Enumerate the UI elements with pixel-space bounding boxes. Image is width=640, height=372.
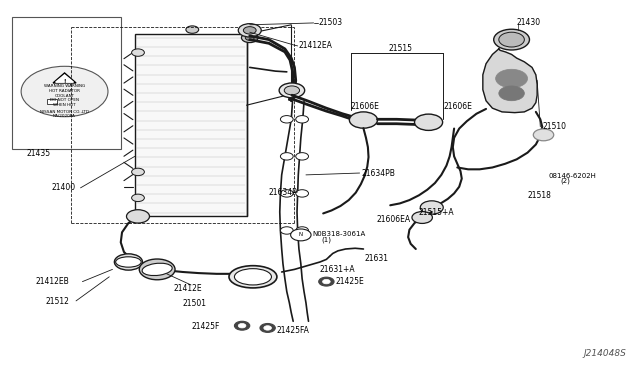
Circle shape [186,26,198,33]
Circle shape [238,324,246,328]
Text: 21518: 21518 [527,191,552,200]
Polygon shape [53,73,76,83]
Text: 21510: 21510 [542,122,566,131]
Text: !: ! [63,78,66,84]
Ellipse shape [229,266,277,288]
Circle shape [260,324,275,333]
Circle shape [132,168,145,176]
Text: 21412E: 21412E [173,284,202,293]
Circle shape [296,227,308,234]
Text: 21435: 21435 [27,149,51,158]
Circle shape [238,24,261,37]
Circle shape [241,33,258,42]
Bar [135,34,246,217]
Circle shape [140,259,175,280]
Circle shape [127,210,150,223]
Circle shape [499,86,524,101]
Text: 21412EA: 21412EA [298,41,332,51]
Circle shape [245,35,254,40]
Polygon shape [56,75,74,82]
Text: 21501: 21501 [182,299,207,308]
Text: 21606E: 21606E [444,102,472,111]
Circle shape [132,49,145,56]
Text: COOLANT: COOLANT [54,94,75,97]
Text: WHEN HOT: WHEN HOT [53,103,76,107]
Circle shape [415,114,443,131]
Circle shape [284,86,300,95]
Circle shape [420,201,444,214]
Text: 21606EA: 21606EA [376,215,410,224]
Text: 21412EB: 21412EB [36,277,70,286]
Circle shape [243,27,256,34]
Ellipse shape [116,257,141,267]
Text: NA/2020PA: NA/2020PA [53,114,76,118]
Circle shape [280,190,293,197]
Text: 21631: 21631 [365,254,388,263]
Text: NISSAN MOTOR CO.,LTD: NISSAN MOTOR CO.,LTD [40,110,89,114]
Text: 08146-6202H: 08146-6202H [548,173,596,179]
Bar [12,17,121,149]
Text: 21512: 21512 [45,297,69,306]
Circle shape [296,190,308,197]
Circle shape [280,153,293,160]
Circle shape [234,321,250,330]
Text: (1): (1) [321,236,332,243]
Text: WARNING WARNING: WARNING WARNING [44,84,85,88]
Text: 21425FA: 21425FA [276,326,310,335]
Text: HOT RADIATOR: HOT RADIATOR [49,89,80,93]
Circle shape [296,116,308,123]
Ellipse shape [234,269,271,285]
Circle shape [264,326,271,330]
Circle shape [291,229,311,241]
Circle shape [349,112,378,128]
Text: J214048S: J214048S [584,349,627,358]
Circle shape [132,194,145,202]
Circle shape [323,279,330,284]
Text: 21425F: 21425F [191,322,220,331]
Circle shape [493,29,529,50]
Text: 21430: 21430 [516,19,541,28]
Ellipse shape [142,263,172,276]
Polygon shape [483,49,537,113]
Text: 21515+A: 21515+A [419,208,454,217]
Circle shape [280,227,293,234]
Circle shape [279,83,305,98]
Circle shape [280,116,293,123]
Circle shape [533,129,554,141]
Text: 21634P: 21634P [269,188,298,197]
Text: 21631+A: 21631+A [320,264,356,273]
Circle shape [296,153,308,160]
Text: 21606E: 21606E [351,102,380,111]
Circle shape [319,277,334,286]
Text: N0B318-3061A: N0B318-3061A [312,231,365,237]
Text: DO NOT OPEN: DO NOT OPEN [50,98,79,102]
Text: 21634PB: 21634PB [362,169,396,177]
Text: 21515: 21515 [389,44,413,53]
Bar [47,99,57,105]
Text: 21503: 21503 [319,19,343,28]
Text: 21400: 21400 [52,183,76,192]
Circle shape [495,69,527,88]
Circle shape [115,254,143,270]
Text: 21425E: 21425E [335,277,364,286]
Circle shape [499,32,524,47]
Circle shape [21,66,108,117]
Text: N: N [299,232,303,237]
Circle shape [412,212,433,224]
Text: (2): (2) [560,177,570,184]
